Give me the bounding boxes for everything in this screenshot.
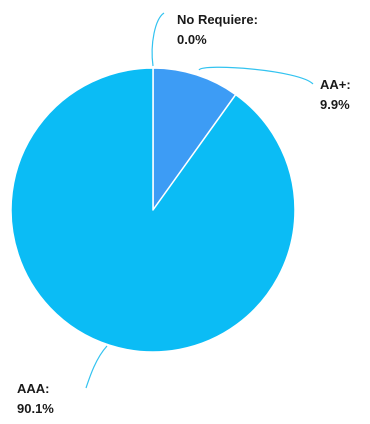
- slice-label-no-requiere: No Requiere:: [177, 12, 258, 27]
- slice-value-aa: 9.9%: [320, 97, 350, 112]
- leader-line-aa: [198, 66, 314, 85]
- slices-layer: [10, 67, 296, 353]
- slice-value-no-requiere: 0.0%: [177, 32, 207, 47]
- labels-layer: No Requiere: 0.0% AA+: 9.9% AAA: 90.1%: [17, 12, 351, 416]
- slice-label-aaa: AAA:: [17, 381, 50, 396]
- leader-line-aaa: [85, 345, 108, 389]
- pie-slice-aaa: [10, 67, 296, 353]
- leader-lines-layer: [85, 12, 314, 389]
- leader-line-no-requiere: [151, 12, 165, 67]
- slice-label-aa: AA+:: [320, 77, 351, 92]
- slice-value-aaa: 90.1%: [17, 401, 54, 416]
- pie-slice-aa: [152, 67, 237, 211]
